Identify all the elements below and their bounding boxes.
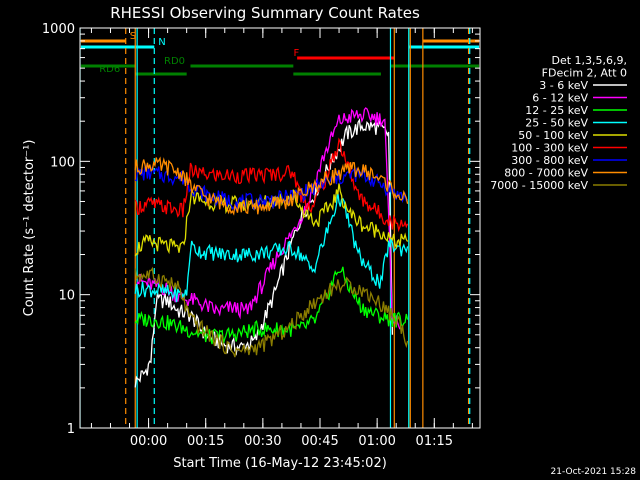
legend-entry-label: 50 - 100 keV [518, 129, 588, 142]
series-line [135, 107, 401, 330]
legend-entry-label: 12 - 25 keV [525, 104, 588, 117]
x-tick-label: 00:15 [187, 434, 224, 449]
x-tick-label: 00:00 [130, 434, 167, 449]
legend-entry-label: 3 - 6 keV [539, 79, 588, 92]
flag-label: S [130, 31, 136, 42]
flag-bars: S N F RD0 RD6 [81, 31, 479, 76]
flag-label: RD6 [99, 64, 120, 75]
legend-entry-label: 6 - 12 keV [532, 92, 588, 105]
legend-header: Det 1,3,5,6,9, [551, 54, 627, 67]
plot-frame [79, 27, 481, 429]
legend: Det 1,3,5,6,9,FDecim 2, Att 03 - 6 keV6 … [490, 54, 627, 192]
series-line [135, 164, 409, 212]
series-line [134, 118, 394, 388]
x-axis-label: Start Time (16-May-12 23:45:02) [173, 456, 387, 471]
series-line [134, 183, 409, 257]
footer-timestamp: 21-Oct-2021 15:28 [551, 467, 637, 477]
flag-label: N [158, 37, 165, 48]
legend-entry-label: 100 - 300 keV [511, 142, 588, 155]
y-tick-label: 100 [50, 155, 75, 170]
chart-title: RHESSI Observing Summary Count Rates [110, 4, 420, 22]
x-tick-label: 01:00 [358, 434, 395, 449]
x-axis: 00:00 00:15 00:30 00:45 01:00 01:15 [90, 28, 473, 449]
flag-label: RD0 [164, 56, 185, 67]
x-tick-label: 00:30 [244, 434, 281, 449]
y-tick-label: 10 [58, 289, 75, 304]
series-line [134, 266, 409, 345]
series-line [134, 137, 409, 233]
y-tick-label: 1 [67, 422, 75, 437]
legend-entry-label: 300 - 800 keV [511, 154, 588, 167]
legend-entry-label: 800 - 7000 keV [504, 167, 588, 180]
series-line [134, 266, 409, 358]
x-tick-label: 01:15 [416, 434, 453, 449]
legend-header: FDecim 2, Att 0 [542, 67, 627, 80]
y-axis: 1 10 100 1000 [42, 22, 480, 437]
y-axis-label: Count Rate (s⁻¹ detector⁻¹) [22, 140, 37, 317]
vertical-markers [80, 28, 471, 428]
series-line [134, 156, 409, 216]
flag-label: F [294, 48, 300, 59]
y-tick-label: 1000 [42, 22, 75, 37]
legend-entry-label: 25 - 50 keV [525, 117, 588, 130]
x-tick-label: 00:45 [301, 434, 338, 449]
legend-entry-label: 7000 - 15000 keV [490, 179, 588, 192]
series-lines [134, 107, 409, 388]
